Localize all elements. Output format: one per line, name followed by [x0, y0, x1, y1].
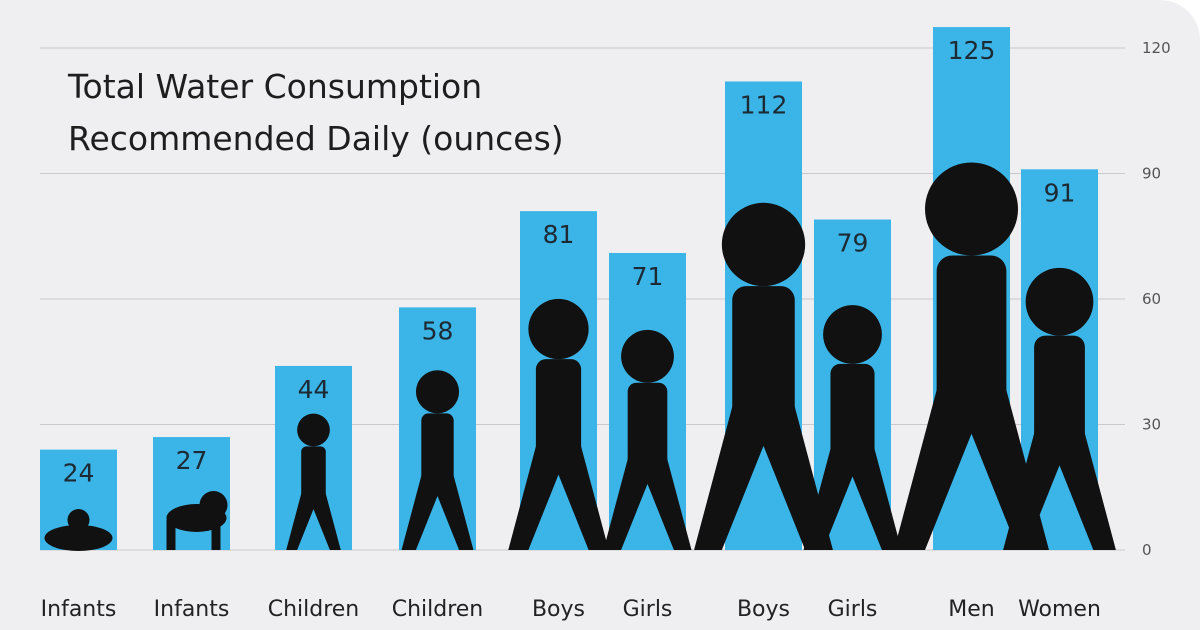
leg: [211, 520, 221, 550]
y-tick-label: 30: [1142, 416, 1161, 434]
head: [67, 509, 90, 531]
data-label: 24: [63, 459, 95, 488]
data-label: 79: [837, 229, 869, 258]
legs: [803, 439, 902, 550]
head: [621, 329, 674, 383]
head: [415, 370, 460, 414]
person-silhouette-icon: [803, 305, 902, 550]
category-label: Girls: [828, 597, 878, 622]
y-tick-label: 60: [1142, 290, 1161, 308]
category-label: Boys: [532, 597, 585, 622]
legs: [286, 488, 341, 550]
legs: [401, 469, 474, 550]
head: [199, 491, 228, 519]
y-tick-label: 0: [1142, 541, 1152, 559]
legs: [694, 393, 833, 550]
data-label: 125: [948, 36, 996, 65]
head: [721, 202, 806, 287]
person-silhouette-icon: [166, 491, 228, 550]
head: [823, 305, 882, 364]
data-label: 81: [543, 220, 575, 249]
category-label: Men: [948, 597, 994, 622]
category-label: Children: [392, 597, 484, 622]
head: [528, 298, 589, 360]
person-silhouette-icon: [603, 329, 692, 550]
infant-body: [44, 525, 113, 551]
person-silhouette-icon: [286, 413, 341, 550]
head: [1025, 267, 1094, 336]
category-label: Infants: [154, 597, 230, 622]
category-label: Children: [268, 597, 360, 622]
data-label: 44: [298, 375, 330, 404]
category-label: Women: [1018, 597, 1101, 622]
arm: [166, 520, 176, 550]
legs: [894, 375, 1049, 550]
person-silhouette-icon: [694, 202, 833, 550]
data-label: 91: [1044, 178, 1076, 207]
data-label: 27: [176, 446, 208, 475]
data-label: 112: [740, 90, 788, 119]
person-silhouette-icon: [508, 298, 609, 550]
head: [297, 413, 330, 447]
person-silhouette-icon: [44, 509, 113, 551]
data-label: 58: [422, 316, 454, 345]
data-label: 71: [632, 262, 664, 291]
person-silhouette-icon: [401, 370, 474, 550]
legs: [603, 450, 692, 550]
chart-title-line-2: Recommended Daily (ounces): [68, 119, 564, 158]
category-label: Boys: [737, 597, 790, 622]
chart-title-line-1: Total Water Consumption: [67, 67, 482, 106]
head: [925, 162, 1018, 256]
category-label: Infants: [41, 597, 117, 622]
legs: [508, 437, 609, 550]
person-silhouette-icon: [894, 162, 1049, 550]
y-tick-label: 120: [1142, 39, 1171, 57]
category-label: Girls: [623, 597, 673, 622]
person-silhouette-icon: [1003, 267, 1116, 550]
y-tick-label: 90: [1142, 165, 1161, 183]
legs: [1003, 423, 1116, 550]
